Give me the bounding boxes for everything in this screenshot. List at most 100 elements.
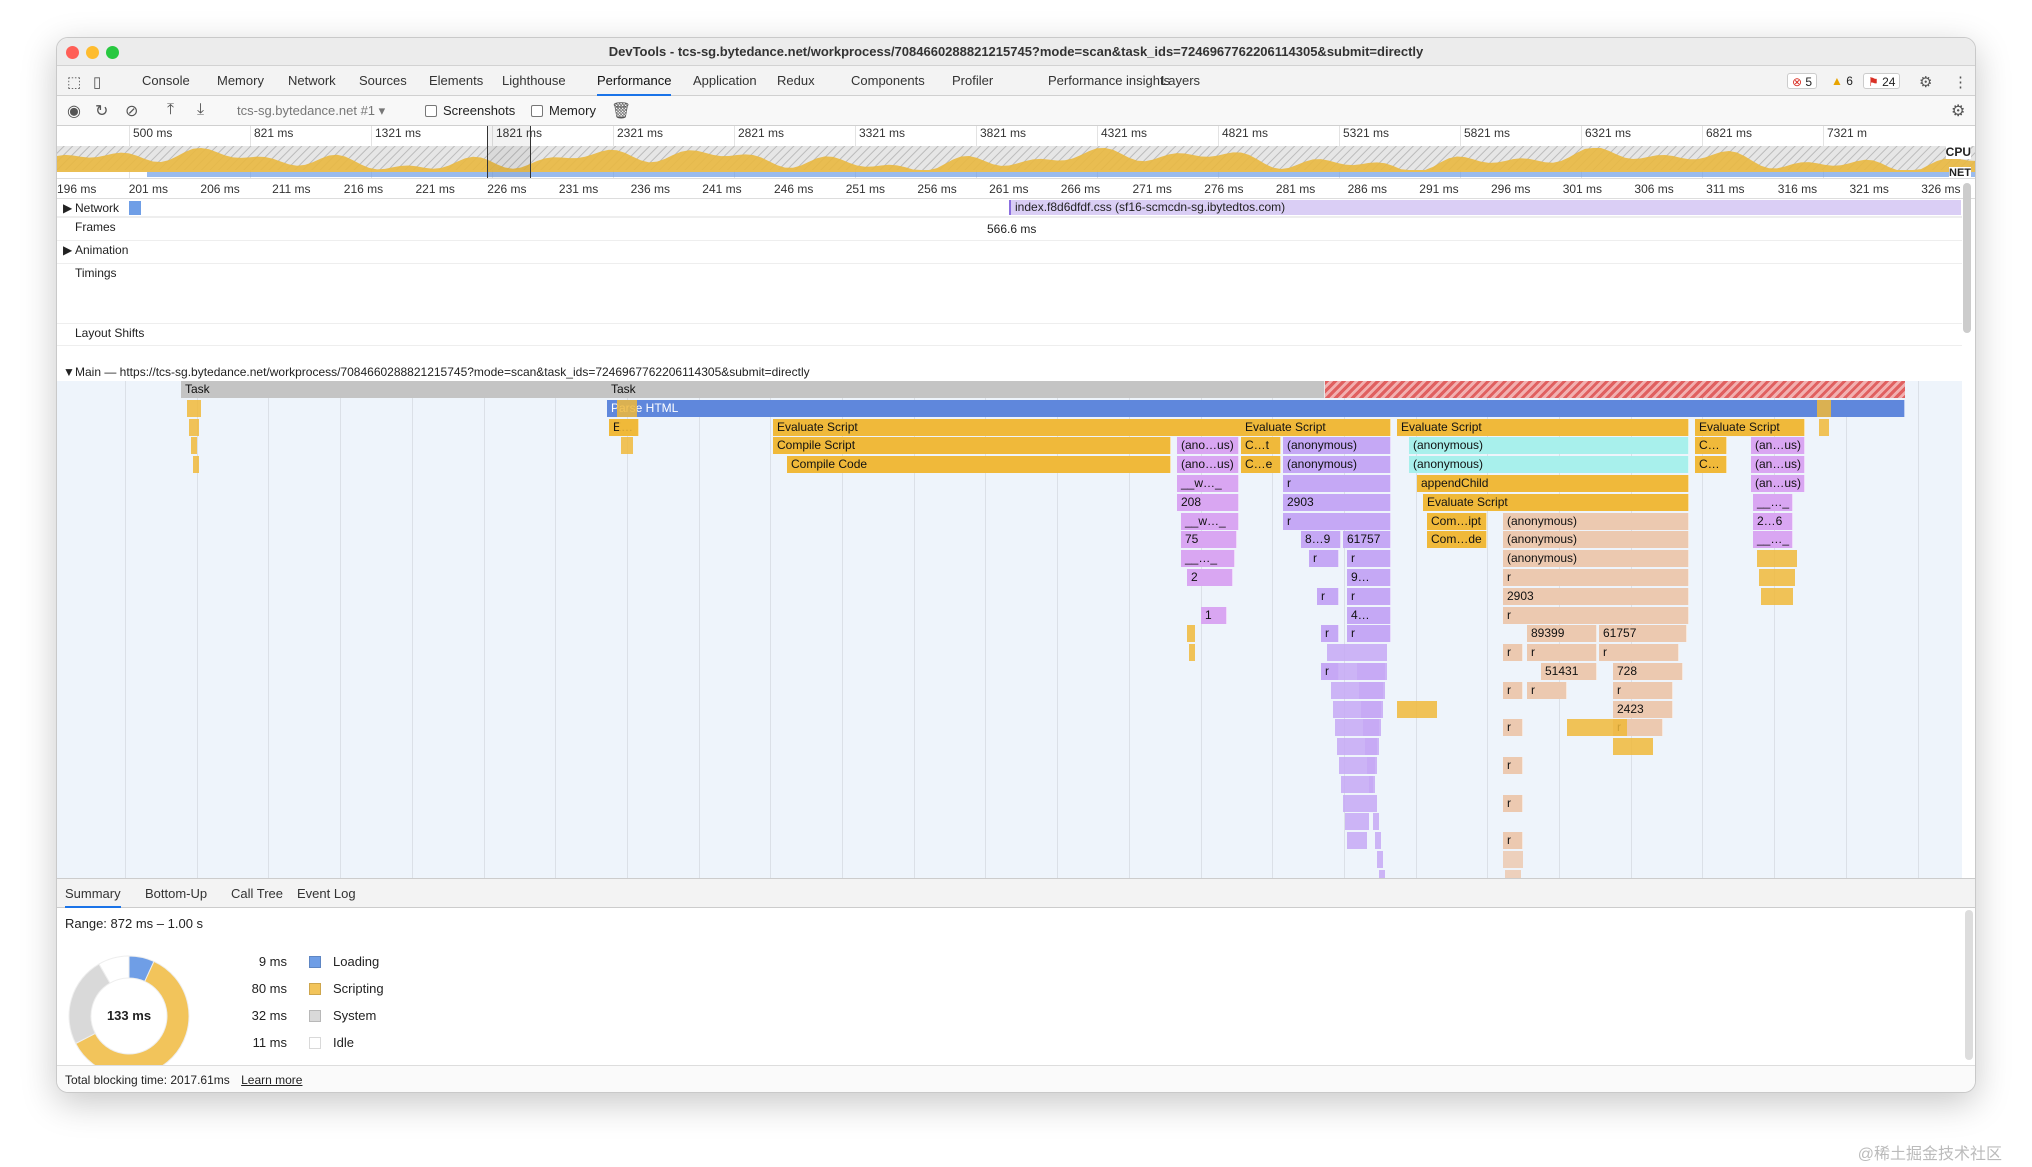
flame-block[interactable]: (anonymous) [1503, 531, 1689, 549]
flame-block[interactable]: __…_ [1753, 531, 1793, 549]
flame-block[interactable]: __w…_ [1177, 475, 1239, 492]
task-block[interactable]: Task [181, 381, 639, 398]
timeline-overview[interactable]: 500 ms 821 ms 1321 ms 1821 ms 2321 ms 2821 ms… [57, 126, 1975, 179]
flame-block[interactable]: r [1503, 757, 1523, 774]
issues-badge[interactable]: ⚑ 24 [1863, 73, 1901, 89]
flame-block[interactable]: C… [1695, 437, 1727, 455]
upload-profile-icon[interactable]: ⤒ [167, 101, 175, 118]
network-request-bar[interactable] [129, 201, 141, 215]
tab-network[interactable]: Network [288, 73, 336, 88]
flame-block[interactable]: r [1283, 512, 1391, 530]
flame-block[interactable]: 75 [1181, 531, 1237, 549]
flame-block[interactable]: 1 [1201, 606, 1227, 624]
zoom-window-button[interactable] [106, 46, 119, 59]
capture-settings-gear-icon[interactable]: ⚙ [1951, 103, 1966, 120]
tab-memory[interactable]: Memory [217, 73, 264, 88]
reload-record-icon[interactable]: ↻ [95, 103, 109, 120]
flame-block[interactable]: (anonymous) [1409, 437, 1689, 455]
tab-call-tree[interactable]: Call Tree [231, 886, 284, 901]
close-window-button[interactable] [66, 46, 79, 59]
flame-block[interactable]: r [1503, 719, 1523, 737]
flame-block[interactable]: r [1503, 644, 1523, 662]
flame-block[interactable]: 2 [1187, 569, 1233, 586]
flame-block[interactable]: (anonymous) [1409, 456, 1689, 474]
overview-selection[interactable] [487, 126, 531, 178]
flame-block[interactable]: (an…us) [1751, 456, 1805, 474]
flame-block[interactable]: C… [1695, 456, 1727, 474]
flame-block[interactable]: r [1317, 587, 1339, 605]
flame-block[interactable]: 61757 [1599, 625, 1687, 643]
flame-block[interactable]: C…e [1241, 456, 1281, 474]
tab-event-log[interactable]: Event Log [297, 886, 356, 901]
device-toolbar-icon[interactable]: ▯ [93, 74, 102, 91]
flame-block[interactable]: r [1321, 625, 1339, 643]
tab-summary[interactable]: Summary [65, 879, 121, 908]
flame-block[interactable]: 2423 [1613, 700, 1673, 718]
flame-block[interactable]: r [1283, 475, 1391, 492]
flame-block[interactable]: Com…ipt [1427, 512, 1487, 530]
flame-block[interactable]: r [1599, 644, 1679, 662]
memory-checkbox[interactable] [531, 105, 543, 117]
flame-block[interactable]: r [1503, 606, 1689, 624]
flame-block[interactable]: __…_ [1181, 550, 1235, 568]
flame-block[interactable]: r [1503, 832, 1523, 850]
flame-block[interactable]: (anonymous) [1283, 456, 1391, 474]
inspect-element-icon[interactable]: ⬚ [67, 74, 82, 91]
tab-sources[interactable]: Sources [359, 73, 407, 88]
flame-block[interactable]: 4… [1347, 606, 1391, 624]
screenshots-checkbox[interactable] [425, 105, 437, 117]
flame-block[interactable]: r [1347, 550, 1391, 568]
flame-block[interactable]: 2903 [1283, 493, 1391, 511]
expand-arrow-icon[interactable]: ▶ [63, 201, 73, 215]
flame-block[interactable]: r [1347, 625, 1391, 643]
flame-block[interactable]: Evaluate Script [1423, 493, 1689, 511]
tab-elements[interactable]: Elements [429, 73, 484, 88]
flame-block[interactable]: r [1527, 681, 1567, 699]
flame-block[interactable]: Evaluate Script [773, 418, 1243, 436]
long-task-warning[interactable] [1325, 381, 1905, 398]
flame-block[interactable]: 9… [1347, 569, 1391, 586]
flame-block[interactable]: 51431 [1541, 663, 1597, 680]
tab-console[interactable]: Console [142, 73, 190, 88]
flame-block[interactable]: (ano…us) [1177, 456, 1239, 474]
tab-performance[interactable]: Performance [597, 66, 672, 96]
warning-badge[interactable]: ▲ 6 [1827, 73, 1857, 89]
tab-performance-insights[interactable]: Performance insights [1048, 73, 1171, 88]
flame-block[interactable]: C…t [1241, 437, 1281, 455]
flame-block[interactable]: __…_ [1753, 493, 1793, 511]
flame-block[interactable]: 8…9 [1301, 531, 1341, 549]
expand-arrow-icon[interactable]: ▶ [63, 243, 73, 257]
tab-redux[interactable]: Redux [777, 73, 815, 88]
flame-block[interactable]: 89399 [1527, 625, 1597, 643]
profile-select[interactable]: tcs-sg.bytedance.net #1 ▾ [237, 103, 385, 119]
tab-components[interactable]: Components [851, 73, 925, 88]
flame-block[interactable]: 61757 [1343, 531, 1391, 549]
flame-block[interactable]: appendChild [1417, 475, 1689, 492]
flame-block[interactable]: r [1309, 550, 1339, 568]
flame-block[interactable]: (an…us) [1751, 475, 1805, 492]
flame-block[interactable]: Evaluate Script [1241, 418, 1391, 436]
learn-more-link[interactable]: Learn more [241, 1073, 303, 1087]
task-block[interactable]: Task [607, 381, 1325, 398]
tab-lighthouse[interactable]: Lighthouse [502, 73, 566, 88]
flame-block[interactable]: __w…_ [1181, 512, 1239, 530]
flame-block[interactable]: r [1613, 681, 1673, 699]
tab-application[interactable]: Application [693, 73, 757, 88]
parse-html-block[interactable]: Parse HTML [607, 400, 1905, 417]
flame-block[interactable]: r [1503, 794, 1523, 812]
flame-block[interactable]: (an…us) [1751, 437, 1805, 455]
collapse-arrow-icon[interactable]: ▼ [63, 365, 75, 379]
trash-icon[interactable]: 🗑 [611, 103, 632, 120]
flame-block[interactable]: r [1527, 644, 1597, 662]
minimize-window-button[interactable] [86, 46, 99, 59]
flame-block[interactable]: (anonymous) [1503, 512, 1689, 530]
flame-block[interactable]: r [1347, 587, 1391, 605]
flame-block[interactable]: (ano…us) [1177, 437, 1239, 455]
flame-block[interactable]: 728 [1613, 663, 1683, 680]
flame-block[interactable]: Compile Script [773, 437, 1171, 455]
flame-block[interactable]: 2903 [1503, 587, 1689, 605]
clear-icon[interactable]: ⊘ [125, 103, 139, 120]
tab-bottom-up[interactable]: Bottom-Up [145, 886, 208, 901]
flame-block[interactable]: 208 [1177, 493, 1239, 511]
flame-block[interactable]: Evaluate Script [1695, 418, 1805, 436]
